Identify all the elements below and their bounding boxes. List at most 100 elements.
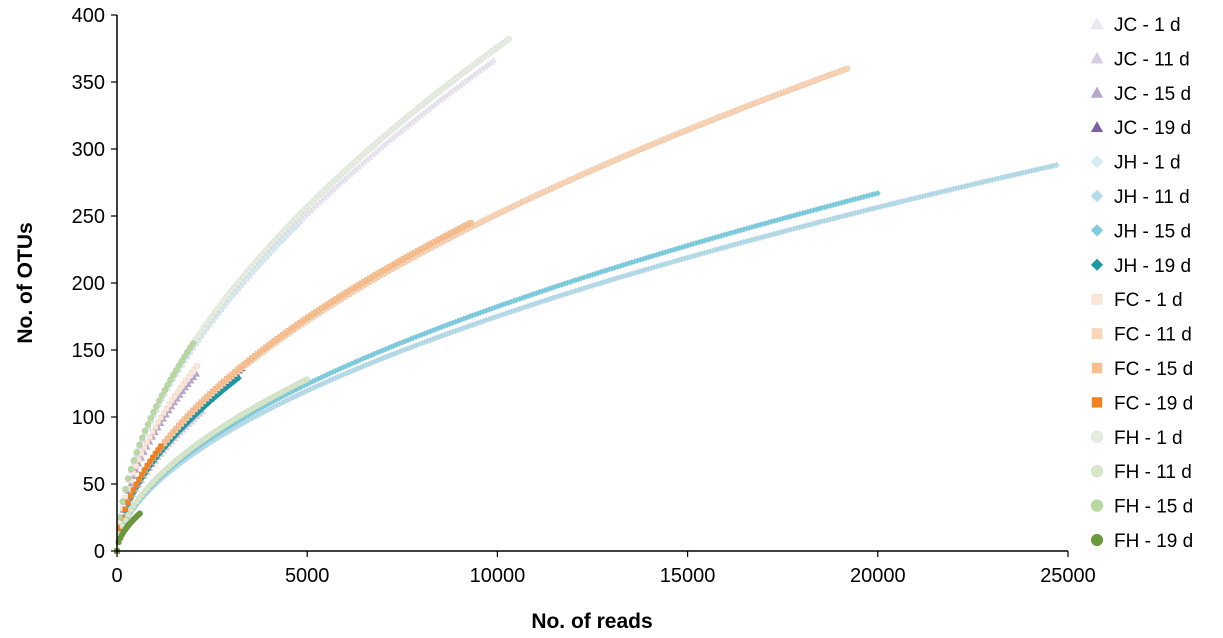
data-point	[296, 219, 303, 226]
data-point	[161, 439, 168, 445]
ticks: 0 5000 10000 15000 20000 25000 0 50 100 150 200 250…	[72, 5, 1096, 587]
data-point	[147, 414, 155, 422]
data-point	[127, 493, 134, 499]
legend-item: JC - 19 d	[1090, 118, 1191, 139]
legend-item: JH - 15 d	[1090, 221, 1191, 242]
data-point	[182, 384, 190, 391]
legend-label: FC - 19 d	[1114, 393, 1193, 414]
data-point	[141, 445, 148, 451]
data-point	[161, 386, 169, 394]
data-point	[166, 401, 173, 408]
legend-swatch	[1090, 155, 1104, 168]
data-point	[147, 459, 153, 465]
data-point	[179, 388, 187, 395]
data-point	[178, 419, 185, 425]
legend-label: FH - 15 d	[1114, 497, 1193, 518]
data-point	[152, 424, 159, 430]
data-point	[150, 429, 156, 435]
y-tick-label: 200	[72, 273, 105, 295]
data-point	[195, 401, 202, 408]
legend-label: JH - 19 d	[1114, 256, 1191, 277]
legend-swatch	[1090, 189, 1104, 203]
data-point	[304, 209, 312, 216]
legend-label: FH - 11 d	[1114, 462, 1192, 483]
data-point	[188, 370, 195, 376]
data-point	[139, 434, 146, 441]
data-point	[183, 377, 189, 384]
data-point	[181, 353, 188, 360]
data-point	[127, 465, 135, 473]
legend-item: FH - 1 d	[1090, 428, 1183, 449]
legend-item: JH - 11 d	[1090, 187, 1190, 208]
data-point	[505, 35, 513, 43]
data-point	[176, 422, 182, 429]
data-point	[174, 389, 181, 395]
legend-swatch	[1091, 397, 1103, 408]
legend-label: JH - 1 d	[1114, 153, 1181, 174]
data-point	[178, 357, 186, 365]
data-point	[136, 510, 144, 517]
data-point	[144, 439, 151, 446]
data-point	[130, 456, 138, 464]
data-point	[190, 407, 196, 414]
x-tick-label: 5000	[285, 565, 330, 587]
data-point	[198, 399, 204, 405]
data-point	[122, 516, 129, 524]
data-point	[204, 393, 210, 400]
legend-swatch	[1090, 17, 1104, 29]
data-point	[155, 447, 161, 453]
data-point	[180, 381, 186, 388]
data-point	[167, 432, 174, 438]
data-point	[174, 395, 181, 402]
data-point	[193, 370, 201, 377]
data-point	[185, 381, 192, 388]
data-point	[301, 212, 309, 219]
data-point	[153, 403, 160, 410]
x-tick-label: 0	[111, 565, 122, 587]
series-jc-1-d	[113, 57, 497, 554]
data-point	[139, 451, 145, 457]
x-tick-label: 15000	[660, 565, 716, 587]
y-tick-label: 50	[83, 474, 105, 496]
y-tick-label: 100	[72, 407, 105, 429]
data-point	[173, 425, 179, 432]
legend-swatch	[1090, 430, 1104, 443]
legend-swatch	[1090, 465, 1104, 478]
legend: JC - 1 d JC - 11 d JC - 15 d JC - 19 d JH - …	[1090, 15, 1193, 552]
data-point	[844, 65, 851, 72]
data-point	[133, 463, 140, 470]
legend-item: FH - 11 d	[1090, 462, 1192, 483]
data-point	[141, 427, 149, 434]
legend-swatch	[1090, 86, 1104, 98]
data-point	[187, 344, 194, 351]
data-point	[152, 451, 159, 457]
data-point	[125, 499, 131, 505]
series-fh-19-d	[113, 510, 144, 555]
legend-item: FC - 1 d	[1091, 290, 1183, 311]
legend-label: FC - 11 d	[1114, 325, 1192, 346]
legend-label: JC - 15 d	[1114, 84, 1191, 105]
legend-label: JH - 15 d	[1114, 221, 1191, 242]
legend-swatch	[1090, 533, 1104, 547]
data-point	[235, 374, 243, 382]
data-point	[874, 189, 882, 197]
data-point	[119, 498, 126, 505]
series-jh-15-d	[113, 189, 882, 555]
data-point	[188, 377, 195, 384]
data-point	[194, 363, 200, 369]
data-point	[167, 376, 174, 384]
legend-swatch	[1091, 328, 1103, 339]
data-point	[136, 457, 142, 463]
data-point	[190, 374, 198, 381]
data-point	[185, 374, 192, 380]
legend-label: JC - 19 d	[1114, 118, 1191, 139]
data-point	[127, 480, 135, 487]
data-point	[124, 511, 132, 519]
data-point	[144, 463, 150, 469]
data-point	[172, 366, 180, 374]
data-point	[1053, 161, 1060, 169]
data-point	[136, 476, 142, 483]
data-point	[130, 473, 137, 480]
data-point	[133, 448, 140, 456]
data-point	[468, 219, 474, 226]
